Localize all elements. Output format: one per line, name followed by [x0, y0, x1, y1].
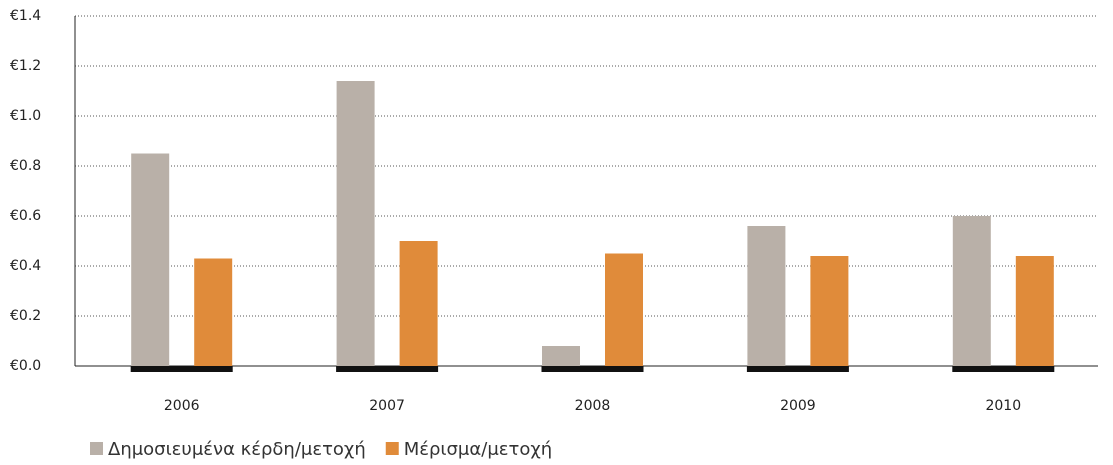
category-base — [130, 366, 233, 372]
category-base — [952, 366, 1055, 372]
y-tick-label: €0.2 — [10, 308, 41, 324]
bar — [399, 241, 438, 366]
x-tick-label: 2006 — [164, 398, 200, 414]
bar — [605, 253, 643, 366]
y-tick-label: €0.4 — [10, 258, 41, 274]
bar — [542, 346, 580, 366]
x-tick-label: 2008 — [575, 398, 611, 414]
y-tick-label: €0.6 — [10, 208, 41, 224]
category-base — [336, 366, 439, 372]
y-tick-label: €1.2 — [10, 58, 41, 74]
category-base — [541, 366, 644, 372]
bar — [747, 226, 786, 366]
y-tick-label: €0.0 — [10, 358, 41, 374]
legend-swatch — [90, 442, 103, 455]
x-tick-label: 2009 — [780, 398, 816, 414]
y-tick-label: €1.0 — [10, 108, 41, 124]
x-tick-label: 2007 — [369, 398, 405, 414]
bar — [194, 258, 233, 366]
bar — [336, 81, 375, 366]
x-tick-label: 2010 — [985, 398, 1021, 414]
bar — [810, 256, 849, 366]
y-tick-label: €1.4 — [10, 8, 41, 24]
legend-label: Μέρισμα/μετοχή — [404, 439, 552, 460]
bar — [952, 216, 991, 366]
y-tick-label: €0.8 — [10, 158, 41, 174]
bar — [131, 153, 170, 366]
category-base — [746, 366, 849, 372]
legend-swatch — [385, 442, 399, 455]
bar — [1015, 256, 1054, 366]
legend-label: Δημοσιευμένα κέρδη/μετοχή — [108, 439, 366, 460]
